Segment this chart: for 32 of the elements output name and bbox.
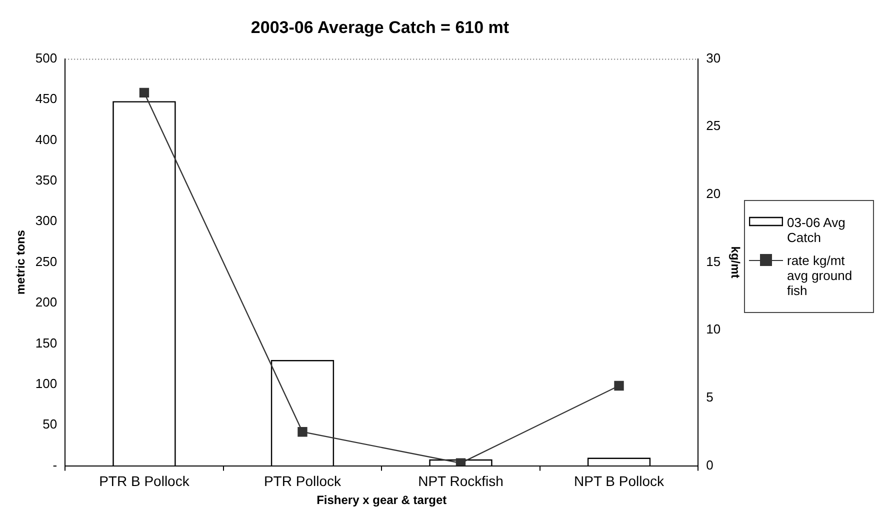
x-tick-label: PTR B Pollock	[99, 473, 190, 490]
point	[139, 88, 150, 98]
y2-tick-label: 20	[706, 186, 721, 202]
legend-label: rate kg/mt avg ground fish	[787, 253, 854, 298]
y2-axis-title: kg/mt	[728, 246, 742, 278]
y2-tick-label: 0	[706, 457, 714, 472]
y-tick-label: 200	[35, 294, 58, 310]
point	[614, 380, 624, 391]
y2-tick-label: 15	[706, 254, 721, 269]
y2-tick-label: 30	[706, 50, 721, 66]
y-tick-label: 350	[35, 172, 58, 188]
y-tick-label: -	[52, 457, 58, 472]
x-tick-label: NPT B Pollock	[574, 473, 666, 490]
y-tick-label: 450	[35, 91, 58, 106]
legend-label: 03-06 Avg Catch	[787, 215, 846, 245]
point	[456, 458, 466, 466]
y-tick-label: 50	[42, 416, 58, 432]
y-axis-title: metric tons	[14, 230, 28, 295]
y2-tick-label: 10	[706, 322, 721, 337]
y2-tick-label: 25	[706, 118, 721, 134]
y2-tick-label: 5	[706, 390, 714, 405]
x-axis-title: Fishery x gear & target	[316, 493, 447, 508]
x-tick-label: PTR Pollock	[264, 473, 342, 490]
y-tick-label: 400	[35, 132, 58, 147]
x-tick-label: NPT Rockfish	[418, 473, 504, 490]
chart-title: 2003-06 Average Catch = 610 mt	[250, 18, 510, 38]
point	[298, 427, 308, 437]
y-tick-label: 100	[35, 376, 58, 391]
y-tick-label: 500	[35, 50, 58, 66]
y-tick-label: 300	[35, 213, 58, 228]
y-tick-label: 150	[35, 335, 58, 350]
y-tick-label: 250	[35, 254, 58, 269]
